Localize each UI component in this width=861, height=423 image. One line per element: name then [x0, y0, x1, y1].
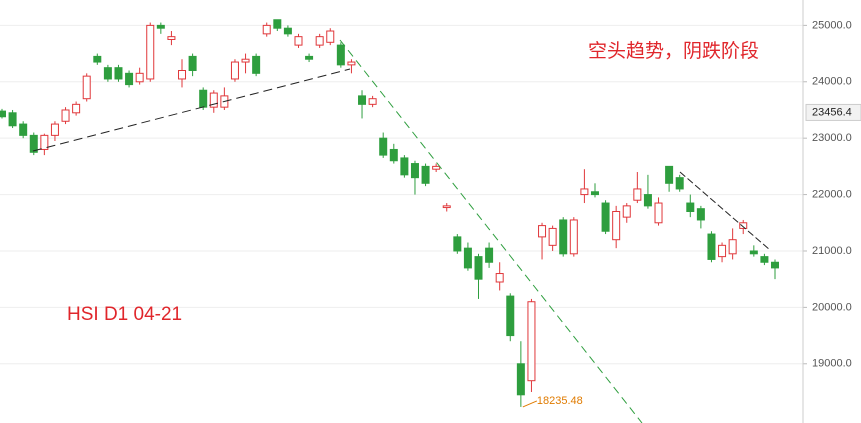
candle-body — [739, 222, 748, 229]
candle-body — [675, 177, 684, 190]
candle-body — [601, 202, 610, 232]
candle-body — [622, 205, 631, 218]
candle-body — [188, 55, 197, 72]
low-arrow — [522, 400, 538, 408]
candle-body — [728, 239, 737, 255]
candle-body — [135, 72, 144, 83]
candle-body — [358, 95, 367, 105]
y-tick-label: 23000.0 — [812, 132, 852, 144]
candle-body — [241, 58, 250, 63]
low-label: 18235.48 — [537, 395, 583, 407]
candle-body — [654, 202, 663, 224]
candle-body — [199, 89, 208, 108]
candle-body — [326, 30, 335, 43]
candle-body — [463, 247, 472, 269]
y-tick-label: 22000.0 — [812, 188, 852, 200]
candle-body — [580, 188, 589, 196]
candle-body — [453, 236, 462, 252]
candle-body — [559, 219, 568, 255]
candle-body — [262, 24, 271, 35]
candle-body — [209, 92, 218, 108]
candle-body — [410, 163, 419, 179]
candle-body — [114, 67, 123, 80]
candle-body — [294, 36, 303, 46]
candle-body — [146, 24, 155, 80]
candle-body — [82, 75, 91, 100]
candle-body — [156, 24, 165, 29]
candle-body — [252, 55, 261, 74]
symbol-label: HSI D1 04-21 — [67, 304, 182, 325]
annotation: 空头趋势，阴跌阶段 — [588, 40, 759, 62]
candle-body — [760, 256, 769, 263]
candle-body — [538, 225, 547, 238]
price-marker — [805, 103, 861, 121]
candle-body — [273, 19, 282, 29]
candle-body — [93, 55, 102, 63]
candle-body — [230, 61, 239, 80]
candle-body — [40, 134, 49, 150]
candle-body — [8, 112, 17, 127]
candle-body — [548, 227, 557, 246]
candle-body — [495, 273, 504, 283]
y-tick-label: 24000.0 — [812, 76, 852, 88]
candle-body — [103, 67, 112, 80]
candle-body — [29, 134, 38, 153]
trend-line — [339, 39, 643, 423]
y-tick-label: 25000.0 — [812, 19, 852, 31]
candle-body — [125, 72, 134, 86]
candle-body — [665, 165, 674, 184]
candle-body — [400, 157, 409, 176]
candle-body — [50, 123, 59, 136]
candle-body — [368, 98, 377, 105]
candle-body — [421, 165, 430, 184]
candle-body — [696, 208, 705, 221]
candle-body — [474, 256, 483, 280]
candle-body — [771, 261, 779, 269]
candle-body — [749, 250, 758, 255]
candle-body — [612, 211, 621, 241]
trend-line — [32, 68, 351, 152]
candle-body — [707, 233, 716, 260]
candle-body — [0, 110, 6, 118]
candle-body — [283, 27, 292, 35]
candle-body — [643, 194, 652, 207]
candle-body — [389, 148, 398, 162]
candle-body — [633, 188, 642, 201]
candle-body — [432, 165, 441, 170]
candle-body — [61, 109, 70, 122]
candle-body — [178, 70, 187, 80]
candle-body — [686, 202, 695, 212]
candle-body — [569, 219, 578, 255]
candle-body — [516, 363, 525, 396]
candle-body — [506, 295, 515, 337]
candle-body — [336, 44, 345, 66]
candle-body — [718, 244, 727, 258]
y-tick-label: 21000.0 — [812, 245, 852, 257]
y-tick-label: 19000.0 — [812, 358, 852, 370]
candle-body — [72, 103, 81, 114]
candle-body — [590, 191, 599, 196]
candle-body — [442, 205, 451, 209]
candle-body — [347, 61, 356, 66]
candle-body — [527, 301, 536, 382]
price-label: 23456.4 — [812, 106, 852, 118]
candle-body — [485, 247, 494, 263]
candle-body — [19, 123, 28, 136]
candle-body — [167, 36, 176, 40]
candle-body — [315, 36, 324, 46]
candle-body — [379, 137, 388, 156]
candle-body — [305, 55, 314, 60]
y-tick-label: 20000.0 — [812, 301, 852, 313]
